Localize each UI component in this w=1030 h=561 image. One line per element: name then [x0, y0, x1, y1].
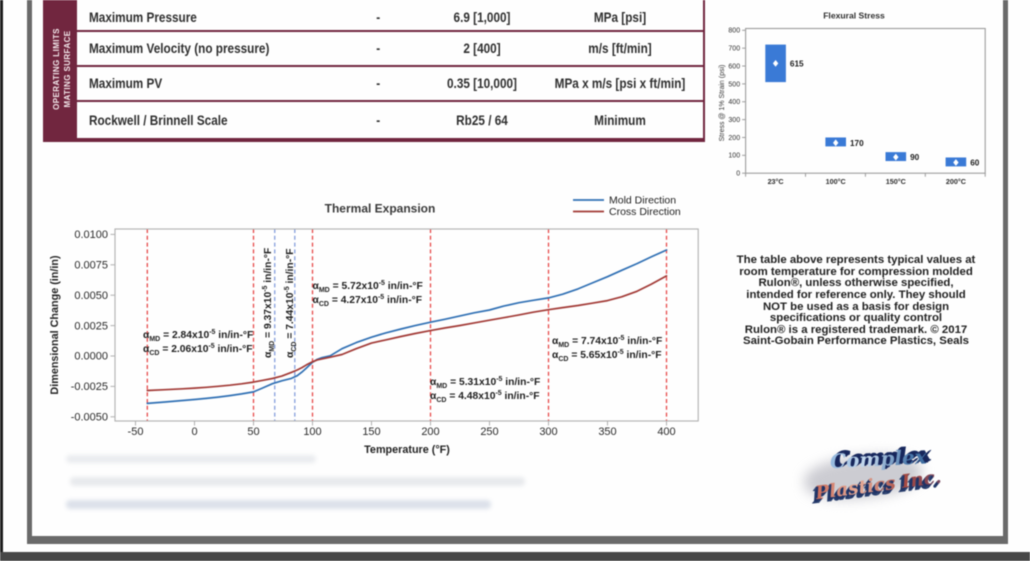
- unit-cell: MPa x m/s [psi x ft/min]: [554, 75, 685, 91]
- thermal-annotation: αMD = 5.31x10-5 in/in-°F αCD = 4.48x10-5 …: [430, 375, 541, 404]
- property-cell: Rockwell / Brinnell Scale: [89, 111, 228, 128]
- svg-text:0.0075: 0.0075: [74, 260, 108, 272]
- svg-text:50: 50: [247, 426, 259, 438]
- thermal-annotation-rotated: αMD = 9.37x10-5 in/in-°F: [261, 247, 276, 358]
- logo-word-complex: Complex: [829, 444, 928, 474]
- svg-text:Thermal Expansion: Thermal Expansion: [325, 202, 436, 216]
- table-row: Maximum Velocity (no pressure) - 2 [400]…: [77, 29, 703, 65]
- svg-text:100°C: 100°C: [826, 177, 846, 186]
- dash-cell: -: [376, 8, 381, 25]
- svg-text:0.0025: 0.0025: [74, 320, 108, 332]
- svg-text:Dimensional Change (in/in): Dimensional Change (in/in): [49, 255, 61, 395]
- svg-text:200: 200: [421, 426, 439, 438]
- note-line: Saint-Gobain Performance Plastics, Seals: [743, 335, 969, 348]
- unit-cell: Minimum: [593, 111, 646, 128]
- property-cell: Maximum Pressure: [89, 8, 197, 25]
- svg-text:350: 350: [598, 426, 616, 438]
- svg-text:0: 0: [736, 171, 740, 178]
- svg-text:200°C: 200°C: [946, 177, 966, 186]
- thermal-annotation: αMD = 5.72x10-5 in/in-°F αCD = 4.27x10-5 …: [312, 279, 423, 308]
- svg-text:500: 500: [728, 81, 740, 88]
- svg-text:100: 100: [303, 426, 321, 438]
- svg-text:150: 150: [362, 426, 380, 438]
- svg-text:Cross Direction: Cross Direction: [609, 206, 681, 218]
- svg-text:615: 615: [790, 59, 804, 68]
- property-cell: Maximum Velocity (no pressure): [89, 40, 270, 56]
- svg-text:0.0050: 0.0050: [74, 290, 108, 302]
- page-border-frame: [27, 0, 1008, 544]
- svg-text:250: 250: [480, 426, 498, 438]
- svg-text:0: 0: [191, 426, 197, 438]
- svg-text:Stress @ 1% Strain (psi): Stress @ 1% Strain (psi): [719, 65, 726, 142]
- svg-text:60: 60: [970, 158, 980, 167]
- svg-text:400: 400: [657, 426, 675, 438]
- note-line: Rulon®, unless otherwise specified,: [758, 277, 954, 290]
- note-line: room temperature for compression molded: [739, 265, 973, 278]
- svg-text:90: 90: [910, 153, 920, 162]
- note-line: The table above represents typical value…: [736, 254, 976, 266]
- svg-text:400: 400: [728, 99, 740, 106]
- disclaimer-note: The table above represents typical value…: [727, 254, 985, 348]
- note-line: intended for reference only. They should: [746, 288, 966, 301]
- value-cell: 6.9 [1,000]: [453, 8, 510, 25]
- svg-text:600: 600: [728, 63, 740, 70]
- svg-text:700: 700: [728, 46, 740, 53]
- svg-text:-50: -50: [128, 426, 144, 438]
- thermal-annotation: αMD = 7.74x10-5 in/in-°F αCD = 5.65x10-5 …: [552, 334, 663, 363]
- table-rows: Maximum Pressure - 6.9 [1,000] MPa [psi]…: [77, 0, 705, 138]
- value-cell: Rb25 / 64: [455, 111, 508, 128]
- svg-text:-0.0025: -0.0025: [71, 381, 108, 393]
- company-logo: Complex Complex Plastics Inc. Plastics I…: [790, 436, 950, 514]
- thermal-annotation: αMD = 2.84x10-5 in/in-°F αCD = 2.06x10-5 …: [143, 328, 254, 357]
- svg-text:170: 170: [850, 139, 864, 148]
- unit-cell: MPa [psi]: [593, 8, 646, 25]
- dash-cell: -: [376, 75, 381, 91]
- svg-text:100: 100: [728, 153, 740, 160]
- thermal-annotation-rotated: αCD = 7.44x10-5 in/in-°F: [283, 248, 297, 358]
- property-cell: Maximum PV: [89, 75, 163, 91]
- value-cell: 0.35 [10,000]: [446, 75, 517, 91]
- faded-text-line: [66, 500, 491, 509]
- svg-text:300: 300: [539, 426, 557, 438]
- page-bottom-edge-band: [0, 552, 1030, 561]
- svg-text:300: 300: [728, 117, 740, 124]
- faded-text-line: [70, 477, 525, 486]
- table-row: Maximum Pressure - 6.9 [1,000] MPa [psi]: [77, 0, 703, 30]
- svg-text:Mold Direction: Mold Direction: [609, 195, 676, 207]
- svg-text:-0.0050: -0.0050: [71, 412, 108, 424]
- svg-text:150°C: 150°C: [886, 177, 906, 186]
- svg-text:200: 200: [728, 135, 740, 142]
- svg-text:Flexural Stress: Flexural Stress: [823, 11, 885, 21]
- table-bottom-border: [43, 137, 705, 142]
- note-line: specifications or quality control: [769, 312, 943, 325]
- svg-text:0.0000: 0.0000: [74, 351, 108, 363]
- svg-text:Temperature (°F): Temperature (°F): [364, 444, 450, 456]
- svg-text:800: 800: [728, 28, 740, 35]
- note-line: Rulon® is a registered trademark. © 2017: [744, 323, 968, 336]
- table-side-band: OPERATING LIMITS MATING SURFACE: [43, 0, 77, 142]
- table-row: Rockwell / Brinnell Scale - Rb25 / 64 Mi…: [77, 99, 703, 138]
- unit-cell: m/s [ft/min]: [587, 40, 652, 56]
- page-left-edge-line: [0, 0, 3, 554]
- dash-cell: -: [376, 111, 381, 128]
- table-row: Maximum PV - 0.35 [10,000] MPa x m/s [ps…: [77, 64, 703, 100]
- svg-text:0.0100: 0.0100: [74, 229, 108, 241]
- value-cell: 2 [400]: [462, 40, 501, 56]
- dash-cell: -: [376, 40, 381, 56]
- note-line: NOT be used as a basis for design: [762, 300, 950, 313]
- svg-text:23°C: 23°C: [768, 177, 784, 186]
- faded-text-line: [66, 455, 316, 463]
